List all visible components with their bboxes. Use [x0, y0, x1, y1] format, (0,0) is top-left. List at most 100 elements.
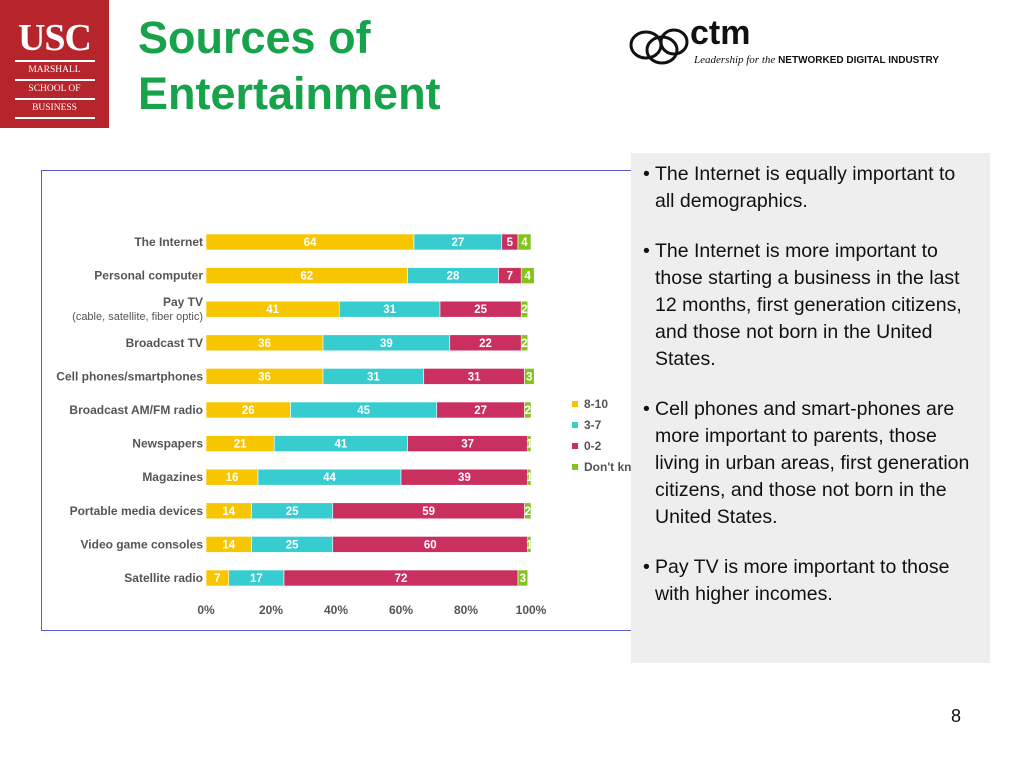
data-label: 21: [234, 439, 247, 451]
note-item: • The Internet is more important to those…: [643, 238, 976, 373]
note-text: Cell phones and smart-phones are more im…: [655, 398, 970, 528]
category-label: Broadcast AM/FM radio: [69, 403, 203, 417]
data-label: 27: [451, 237, 464, 249]
note-item: • Cell phones and smart-phones are more i…: [643, 396, 976, 531]
legend-label: 0-2: [584, 439, 602, 453]
bar-segment: [517, 233, 532, 251]
data-label: 2: [525, 405, 531, 417]
data-label: 1: [526, 439, 533, 451]
data-label: 27: [474, 405, 487, 417]
notes-list: • The Internet is equally important to al…: [631, 153, 990, 608]
x-tick-label: 20%: [259, 603, 283, 617]
data-label: 2: [521, 338, 527, 350]
data-label: 37: [461, 439, 474, 451]
data-label: 41: [334, 439, 347, 451]
category-label: Pay TV: [163, 295, 203, 309]
bullet-glyph: •: [643, 398, 650, 420]
data-label: 14: [222, 539, 235, 551]
ctm-rings-icon: [629, 28, 689, 65]
category-label: Newspapers: [132, 437, 203, 451]
data-label: 62: [300, 271, 313, 283]
usc-logo-line2: SCHOOL OF: [28, 84, 81, 94]
category-label: Broadcast TV: [126, 336, 203, 350]
bar-segment: [527, 536, 532, 553]
x-tick-label: 100%: [516, 603, 547, 617]
category-sublabel: (cable, satellite, fiber optic): [72, 311, 203, 323]
x-tick-label: 40%: [324, 603, 348, 617]
data-label: 2: [521, 304, 527, 316]
data-label: 59: [422, 506, 435, 518]
bar-segment: [527, 468, 532, 486]
data-label: 25: [286, 506, 299, 518]
legend-swatch: [572, 422, 578, 428]
bullet-glyph: •: [643, 556, 650, 578]
page-title: Sources of Entertainment: [138, 10, 441, 122]
data-label: 2: [525, 506, 531, 518]
data-label: 7: [214, 573, 220, 585]
data-label: 25: [286, 539, 299, 551]
data-label: 3: [520, 573, 526, 585]
data-label: 4: [525, 271, 532, 283]
chart-frame: The Internet 64 27 5 4 Personal computer 62 28 7…: [41, 170, 656, 631]
data-label: 41: [266, 304, 279, 316]
data-label: 36: [258, 371, 271, 383]
usc-logo-rule: [14, 117, 95, 119]
usc-marshall-logo: USC MARSHALL SCHOOL OF BUSINESS: [0, 0, 109, 128]
title-line-2: Entertainment: [138, 68, 441, 119]
category-label: Portable media devices: [70, 504, 204, 518]
usc-logo-line1: MARSHALL: [28, 65, 81, 75]
ctm-tagline-bold: NETWORKED DIGITAL INDUSTRY: [778, 55, 939, 66]
ctm-wordmark: ctm: [690, 14, 751, 52]
category-label: Satellite radio: [124, 571, 203, 585]
data-label: 39: [458, 472, 471, 484]
title-line-1: Sources of: [138, 12, 371, 63]
note-item: • The Internet is equally important to al…: [643, 161, 976, 215]
bullet-glyph: •: [643, 163, 650, 185]
bar-segment: [520, 334, 529, 352]
bar-segment: [524, 368, 535, 385]
bar-segment: [520, 267, 535, 284]
data-label: 60: [424, 539, 437, 551]
data-label: 45: [357, 405, 370, 417]
x-tick-label: 0%: [197, 603, 215, 617]
data-label: 64: [304, 237, 317, 249]
data-label: 4: [521, 237, 528, 249]
legend-swatch: [572, 464, 578, 470]
ctm-logo: ctm Leadership for the NETWORKED DIGITAL…: [628, 14, 988, 75]
data-label: 28: [447, 271, 460, 283]
data-label: 31: [367, 371, 380, 383]
bar-segment: [517, 569, 529, 587]
notes-panel: • The Internet is equally important to al…: [631, 153, 990, 663]
category-label: Cell phones/smartphones: [56, 369, 203, 383]
usc-logo-rule: [14, 79, 95, 81]
bar-segment: [527, 435, 532, 452]
ctm-tagline-italic: Leadership for the: [694, 54, 776, 66]
category-label: Magazines: [142, 470, 203, 484]
legend-swatch: [572, 401, 578, 407]
data-label: 7: [507, 271, 513, 283]
data-label: 44: [323, 472, 336, 484]
data-label: 31: [383, 304, 396, 316]
data-label: 72: [395, 573, 408, 585]
data-label: 36: [258, 338, 271, 350]
ctm-tagline: Leadership for the NETWORKED DIGITAL IND…: [694, 54, 939, 66]
data-label: 14: [222, 506, 235, 518]
usc-logo-wordmark: USC: [17, 17, 92, 59]
usc-logo-line3: BUSINESS: [32, 103, 77, 113]
bar-segment: [520, 300, 529, 318]
data-label: 22: [479, 338, 492, 350]
category-label: The Internet: [134, 235, 203, 249]
bullet-glyph: •: [643, 240, 650, 262]
note-item: • Pay TV is more important to those with …: [643, 554, 976, 608]
data-label: 5: [507, 237, 514, 249]
data-label: 39: [380, 338, 393, 350]
legend-swatch: [572, 443, 578, 449]
category-label: Personal computer: [94, 269, 203, 283]
page-number: 8: [951, 706, 962, 726]
x-tick-label: 60%: [389, 603, 413, 617]
bar-segment: [524, 502, 532, 520]
data-label: 25: [474, 304, 487, 316]
data-label: 1: [526, 539, 533, 551]
legend-label: 8-10: [584, 397, 608, 411]
